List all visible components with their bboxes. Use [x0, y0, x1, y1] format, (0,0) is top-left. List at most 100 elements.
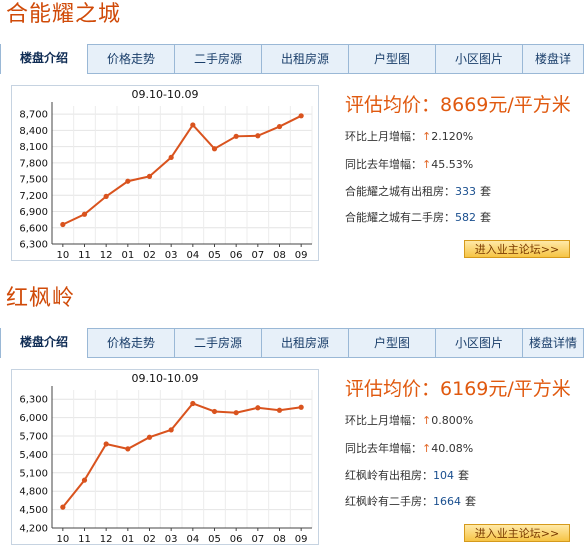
x-tick-label: 06 — [230, 534, 243, 544]
resale-count-unit: 套 — [480, 211, 491, 224]
x-tick-label: 03 — [165, 534, 178, 544]
x-tick-label: 11 — [78, 250, 91, 260]
x-tick-label: 01 — [121, 534, 134, 544]
price-series-line — [62, 402, 302, 508]
y-tick-label: 6,600 — [19, 223, 48, 234]
y-tick-label: 7,200 — [19, 191, 48, 202]
tab-0[interactable]: 楼盘介绍 — [0, 44, 88, 74]
up-arrow-icon: ↑ — [422, 442, 432, 455]
x-tick-label: 09 — [295, 534, 308, 544]
data-point — [276, 123, 283, 130]
y-tick-label: 4,800 — [19, 487, 48, 498]
tab-0[interactable]: 楼盘介绍 — [0, 328, 88, 358]
y-tick-label: 5,700 — [19, 432, 48, 443]
tab-2[interactable]: 二手房源 — [175, 329, 262, 357]
property-section-1: 合能耀之城 楼盘介绍 价格走势 二手房源 出租房源 户型图 小区图片 楼盘详 09.10-10.… — [0, 0, 584, 266]
price-label: 评估均价： — [345, 94, 441, 116]
data-point — [81, 211, 88, 217]
data-point — [190, 122, 196, 128]
data-point — [103, 441, 109, 447]
resale-count-label: 红枫岭有二手房： — [345, 495, 433, 508]
resale-count-unit: 套 — [465, 495, 476, 508]
x-tick-label: 01 — [121, 250, 134, 260]
tab-1[interactable]: 价格走势 — [88, 329, 175, 357]
x-tick-label: 05 — [208, 250, 221, 260]
yoy-change-label: 同比去年增幅： — [345, 442, 422, 455]
x-tick-label: 12 — [100, 534, 113, 544]
forum-button[interactable]: 进入业主论坛>> — [464, 524, 570, 542]
tab-1[interactable]: 价格走势 — [88, 45, 175, 73]
y-tick-label: 6,900 — [19, 207, 48, 218]
tab-4[interactable]: 户型图 — [349, 45, 436, 73]
resale-count-row: 合能耀之城有二手房：582 套 — [345, 209, 491, 225]
rental-count-row: 合能耀之城有出租房：333 套 — [345, 183, 491, 199]
data-point — [190, 400, 196, 407]
tab-3[interactable]: 出租房源 — [262, 45, 349, 73]
y-tick-label: 7,800 — [19, 158, 48, 169]
data-point — [298, 113, 304, 119]
x-tick-label: 10 — [56, 250, 69, 260]
price-value: 6169元/平方米 — [440, 378, 571, 400]
tab-bar: 楼盘介绍 价格走势 二手房源 出租房源 户型图 小区图片 楼盘详情 — [0, 328, 584, 358]
data-point — [233, 133, 239, 139]
resale-count-link[interactable]: 582 — [455, 211, 476, 224]
chart-svg: 6,300 6,000 5,700 5,400 5,100 4,800 4,500 4,200… — [19, 386, 313, 544]
x-tick-label: 02 — [143, 534, 156, 544]
y-tick-label: 8,400 — [19, 126, 48, 137]
yoy-change-value: 45.53% — [431, 158, 474, 171]
mom-change-value: 2.120% — [431, 130, 474, 143]
x-tick-label: 07 — [251, 534, 264, 544]
mom-change-label: 环比上月增幅： — [345, 130, 422, 143]
forum-button[interactable]: 进入业主论坛>> — [464, 240, 570, 258]
yoy-change-value: 40.08% — [431, 442, 474, 455]
data-point — [168, 154, 174, 161]
rental-count-link[interactable]: 333 — [455, 185, 476, 198]
data-point — [255, 405, 261, 411]
x-tick-label: 03 — [165, 250, 178, 260]
rental-count-row: 红枫岭有出租房：104 套 — [345, 467, 469, 483]
data-point — [211, 408, 218, 415]
y-tick-label: 8,100 — [19, 142, 48, 153]
resale-count-row: 红枫岭有二手房：1664 套 — [345, 493, 476, 509]
y-tick-label: 7,500 — [19, 175, 48, 186]
price-value: 8669元/平方米 — [440, 94, 571, 116]
x-tick-label: 11 — [78, 534, 91, 544]
property-section-2: 红枫岭 楼盘介绍 价格走势 二手房源 出租房源 户型图 小区图片 楼盘详情 09.10-10.0… — [0, 284, 584, 549]
y-tick-label: 8,700 — [19, 110, 48, 121]
x-tick-label: 12 — [100, 250, 113, 260]
data-point — [146, 434, 153, 440]
tab-4[interactable]: 户型图 — [349, 329, 436, 357]
resale-count-link[interactable]: 1664 — [433, 495, 461, 508]
resale-count-label: 合能耀之城有二手房： — [345, 211, 455, 224]
mom-change-value: 0.800% — [431, 414, 474, 427]
price-trend-chart: 09.10-10.09 8,700 8,400 8,100 7,800 7,500 7,20… — [11, 85, 319, 261]
y-tick-label: 4,500 — [19, 505, 48, 516]
data-point — [60, 504, 66, 510]
data-point — [103, 193, 109, 199]
property-title[interactable]: 合能耀之城 — [6, 2, 122, 27]
tab-5[interactable]: 小区图片 — [436, 45, 523, 73]
tab-bar: 楼盘介绍 价格走势 二手房源 出租房源 户型图 小区图片 楼盘详 — [0, 44, 584, 74]
property-title[interactable]: 红枫岭 — [6, 286, 76, 311]
x-tick-label: 04 — [186, 250, 199, 260]
data-point — [168, 427, 174, 433]
data-point — [81, 477, 88, 483]
rental-count-unit: 套 — [480, 185, 491, 198]
data-point — [255, 133, 261, 139]
x-tick-label: 05 — [208, 534, 221, 544]
up-arrow-icon: ↑ — [422, 414, 432, 427]
y-tick-label: 6,300 — [19, 395, 48, 406]
tab-2[interactable]: 二手房源 — [175, 45, 262, 73]
mom-change-label: 环比上月增幅： — [345, 414, 422, 427]
data-point — [125, 446, 131, 452]
x-tick-label: 02 — [143, 250, 156, 260]
tab-3[interactable]: 出租房源 — [262, 329, 349, 357]
tab-6[interactable]: 楼盘详 — [523, 45, 584, 73]
up-arrow-icon: ↑ — [422, 158, 432, 171]
price-series-line — [62, 114, 302, 226]
tab-6[interactable]: 楼盘详情 — [523, 329, 584, 357]
data-point — [233, 410, 239, 416]
y-tick-label: 4,200 — [19, 524, 48, 535]
tab-5[interactable]: 小区图片 — [436, 329, 523, 357]
rental-count-link[interactable]: 104 — [433, 469, 454, 482]
